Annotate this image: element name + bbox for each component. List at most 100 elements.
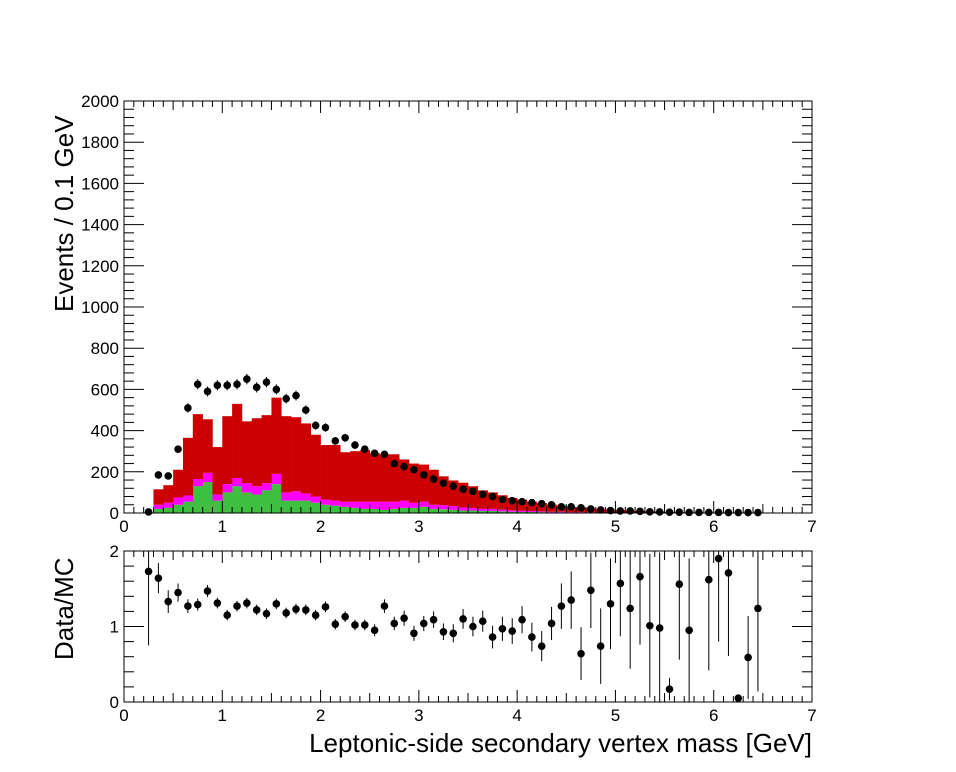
x-tick-label: 3 bbox=[414, 706, 423, 725]
ratio-point-11 bbox=[252, 606, 261, 614]
stack-bar-1-40 bbox=[546, 511, 557, 513]
ratio-point-56 bbox=[705, 575, 713, 584]
stack-bar-0-35 bbox=[497, 511, 508, 513]
data-point-7 bbox=[213, 381, 222, 390]
data-point-13 bbox=[272, 385, 281, 394]
stack-bar-0-26 bbox=[409, 507, 420, 513]
ratio-point-28 bbox=[419, 619, 428, 628]
data-point-30 bbox=[439, 479, 448, 487]
ratio-point-9 bbox=[233, 602, 241, 610]
stack-bar-1-0 bbox=[153, 504, 164, 509]
ratio-point-48 bbox=[616, 579, 625, 588]
y-tick-label: 400 bbox=[91, 422, 119, 441]
stack-bar-2-25 bbox=[399, 459, 410, 501]
stack-bar-1-24 bbox=[389, 501, 400, 509]
ratio-point-31 bbox=[449, 629, 458, 638]
ratio-point-20 bbox=[341, 612, 349, 621]
stack-bar-0-3 bbox=[182, 501, 194, 513]
data-point-8 bbox=[223, 381, 231, 390]
data-point-46 bbox=[596, 506, 605, 514]
data-point-36 bbox=[498, 495, 507, 504]
stack-bar-2-15 bbox=[300, 423, 312, 494]
data-point-58 bbox=[714, 508, 723, 517]
ratio-point-33 bbox=[469, 622, 477, 631]
data-point-54 bbox=[675, 508, 684, 516]
stack-bar-1-14 bbox=[291, 491, 302, 501]
x-tick-label: 0 bbox=[119, 706, 128, 725]
data-point-17 bbox=[311, 421, 320, 430]
x-tick-label: 4 bbox=[512, 706, 521, 725]
stack-bar-1-17 bbox=[320, 499, 331, 505]
data-point-43 bbox=[567, 503, 575, 511]
data-point-38 bbox=[518, 497, 526, 506]
ratio-point-39 bbox=[528, 633, 536, 641]
stack-bar-1-6 bbox=[212, 494, 223, 501]
x-tick-label: 7 bbox=[807, 706, 816, 725]
stack-bar-0-8 bbox=[232, 486, 243, 513]
data-point-35 bbox=[488, 492, 497, 501]
ratio-point-17 bbox=[311, 611, 320, 619]
data-point-48 bbox=[616, 507, 625, 515]
x-tick-label: 6 bbox=[709, 706, 718, 725]
stack-bar-1-36 bbox=[507, 510, 518, 512]
stack-bar-2-8 bbox=[232, 403, 243, 478]
stack-bar-1-9 bbox=[241, 483, 253, 493]
ratio-y-tick-labels: 0 1 2 bbox=[110, 542, 119, 712]
ratio-point-40 bbox=[537, 642, 546, 650]
ratio-point-42 bbox=[557, 602, 566, 610]
stack-bar-1-15 bbox=[300, 493, 312, 501]
data-point-3 bbox=[174, 445, 182, 453]
ratio-axis-ticks bbox=[123, 550, 813, 703]
stack-bar-1-13 bbox=[281, 492, 292, 501]
stack-bar-1-8 bbox=[232, 477, 243, 487]
stack-bar-1-19 bbox=[340, 501, 351, 507]
ratio-point-4 bbox=[184, 602, 192, 610]
ratio-point-57 bbox=[714, 554, 723, 563]
data-point-44 bbox=[577, 504, 585, 512]
stack-bar-1-37 bbox=[517, 510, 528, 512]
ratio-point-50 bbox=[636, 572, 644, 581]
ratio-points bbox=[144, 551, 762, 703]
stack-bar-2-34 bbox=[487, 492, 498, 509]
ratio-point-16 bbox=[302, 606, 310, 614]
stack-bar-2-10 bbox=[251, 418, 262, 487]
ratio-point-24 bbox=[380, 602, 389, 610]
x-tick-label: 1 bbox=[218, 517, 227, 536]
data-point-2 bbox=[164, 472, 173, 480]
data-point-37 bbox=[508, 496, 517, 505]
ratio-point-49 bbox=[626, 604, 634, 613]
stack-bar-2-19 bbox=[340, 452, 351, 502]
y-tick-label: 1 bbox=[110, 618, 119, 637]
data-point-6 bbox=[203, 387, 212, 396]
ratio-point-29 bbox=[429, 615, 438, 624]
x-tick-label: 6 bbox=[709, 517, 718, 536]
ratio-point-8 bbox=[223, 611, 231, 619]
stack-bar-2-18 bbox=[330, 445, 341, 501]
data-point-20 bbox=[341, 434, 349, 442]
stack-bar-2-6 bbox=[212, 447, 223, 495]
stack-bar-1-1 bbox=[163, 502, 174, 508]
ratio-point-45 bbox=[587, 586, 595, 595]
stack-bar-0-1 bbox=[163, 507, 174, 513]
ratio-point-12 bbox=[262, 609, 271, 618]
stack-bar-2-26 bbox=[409, 463, 420, 503]
ratio-point-10 bbox=[243, 599, 251, 607]
stack-bar-0-4 bbox=[192, 486, 203, 513]
main-plot-panel: 0 1 2 3 4 5 6 7 0 200 400 600 800 1000 1200 1400 1600 18… bbox=[49, 92, 817, 536]
stack-bar-2-13 bbox=[281, 416, 292, 493]
data-point-10 bbox=[243, 375, 251, 383]
data-point-1 bbox=[154, 471, 163, 479]
stack-bar-0-21 bbox=[359, 508, 371, 513]
stacked-histogram bbox=[153, 397, 764, 513]
stack-bar-2-12 bbox=[271, 397, 282, 474]
data-point-16 bbox=[302, 406, 310, 414]
ratio-point-7 bbox=[213, 599, 222, 607]
stack-bar-2-1 bbox=[163, 485, 174, 503]
stack-bar-1-29 bbox=[438, 505, 449, 510]
stack-bar-2-23 bbox=[379, 454, 390, 502]
y-tick-label: 200 bbox=[91, 463, 119, 482]
ratio-point-58 bbox=[724, 569, 733, 577]
ratio-point-43 bbox=[567, 596, 575, 604]
stack-bar-2-29 bbox=[438, 476, 449, 506]
data-point-18 bbox=[321, 423, 330, 432]
